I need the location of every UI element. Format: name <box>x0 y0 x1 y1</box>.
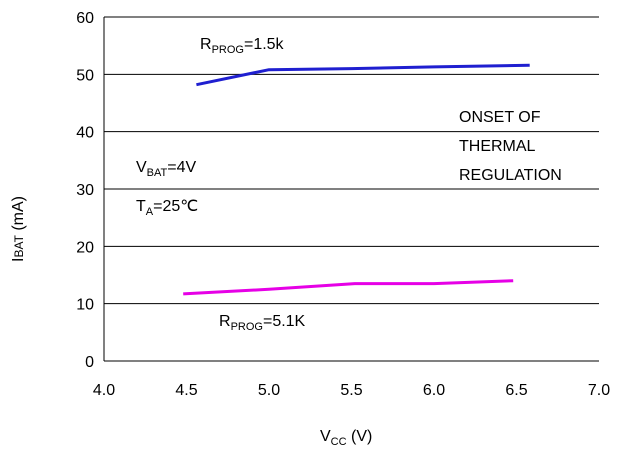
rprog-bottom-label: RPROG=5.1K <box>219 313 306 333</box>
x-tick-labels: 4.0 4.5 5.0 5.5 6.0 6.5 7.0 <box>93 382 610 399</box>
y-axis-label: IBAT (mA) <box>10 195 27 262</box>
y-tick-label: 30 <box>76 182 94 199</box>
series-line-1 <box>196 63 530 87</box>
onset-line-1: ONSET OF <box>459 109 541 126</box>
y-tick-label: 50 <box>76 67 94 84</box>
series-line-2 <box>183 279 514 296</box>
x-axis-label: VCC (V) <box>320 428 373 448</box>
axes <box>103 17 599 362</box>
x-tick-label: 5.0 <box>258 382 280 399</box>
y-tick-labels: 0 10 20 30 40 50 60 <box>76 10 94 371</box>
grid-lines <box>104 16 599 305</box>
vbat-label: VBAT=4V <box>136 159 197 179</box>
y-tick-label: 20 <box>76 239 94 256</box>
onset-thermal-regulation-label: ONSET OF THERMAL REGULATION <box>459 103 562 190</box>
y-tick-label: 60 <box>76 10 94 27</box>
x-tick-label: 5.5 <box>340 382 362 399</box>
x-tick-label: 7.0 <box>588 382 610 399</box>
y-tick-label: 10 <box>76 297 94 314</box>
x-tick-label: 4.0 <box>93 382 115 399</box>
y-tick-label: 0 <box>85 354 94 371</box>
x-tick-label: 6.5 <box>505 382 527 399</box>
onset-line-3: REGULATION <box>459 167 562 184</box>
series-group <box>183 63 530 296</box>
onset-line-2: THERMAL <box>459 138 536 155</box>
rprog-top-label: RPROG=1.5k <box>200 36 284 56</box>
x-tick-label: 4.5 <box>175 382 197 399</box>
x-tick-label: 6.0 <box>423 382 445 399</box>
ta-label: TA=25℃ <box>136 198 199 218</box>
y-tick-label: 40 <box>76 125 94 142</box>
